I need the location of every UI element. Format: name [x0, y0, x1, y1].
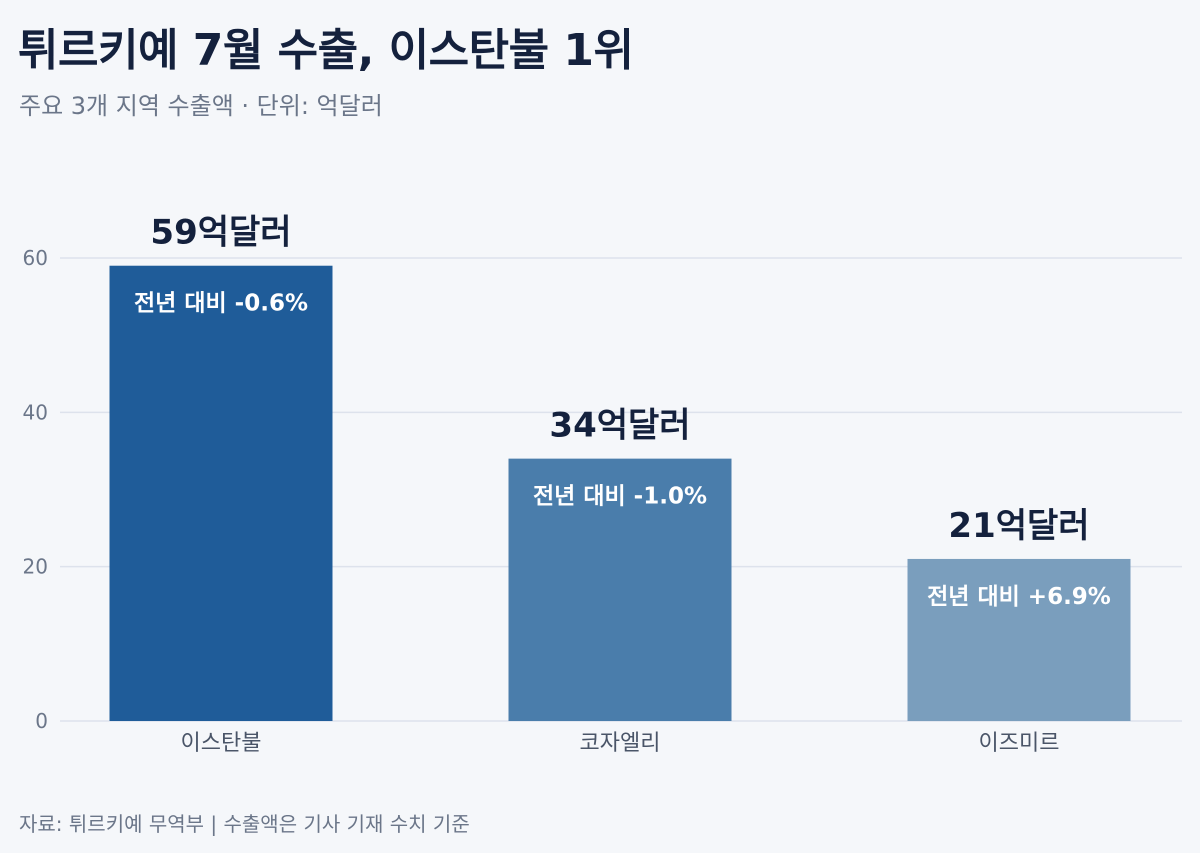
- bar: [907, 558, 1131, 721]
- value-label: 34억달러: [549, 406, 690, 446]
- x-tick-label: 코자엘리: [580, 731, 661, 756]
- bar-layer: [109, 265, 1131, 721]
- change-label: 전년 대비 -1.0%: [533, 484, 707, 510]
- value-label: 21억달러: [948, 506, 1089, 546]
- bar: [109, 265, 333, 721]
- change-label: 전년 대비 +6.9%: [927, 584, 1111, 610]
- y-tick-label: 20: [23, 555, 48, 579]
- source-note: 자료: 튀르키예 무역부 | 수출액은 기사 기재 수치 기준: [19, 812, 470, 836]
- x-tick-label: 이스탄불: [181, 731, 262, 756]
- bar: [508, 458, 732, 721]
- chart-subtitle: 주요 3개 지역 수출액 · 단위: 억달러: [19, 92, 383, 120]
- chart-title: 튀르키예 7월 수출, 이스탄불 1위: [18, 25, 634, 76]
- y-tick-label: 40: [23, 400, 48, 424]
- x-tick-label: 이즈미르: [979, 731, 1060, 756]
- change-label: 전년 대비 -0.6%: [134, 291, 308, 317]
- value-label: 59억달러: [150, 213, 291, 253]
- y-tick-label: 0: [35, 709, 48, 733]
- y-tick-label: 60: [23, 246, 48, 270]
